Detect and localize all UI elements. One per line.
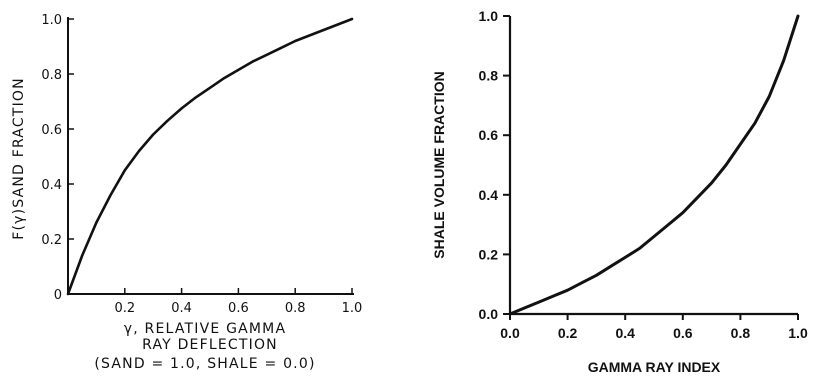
y-tick-label: 0.6: [41, 123, 62, 138]
x-tick-label: 0.6: [228, 301, 249, 316]
y-tick-label: 1.0: [41, 13, 62, 28]
x-tick-label: 0.0: [500, 325, 520, 341]
x-tick-label: 0.6: [673, 325, 693, 341]
y-tick-label: 0.2: [479, 246, 499, 262]
y-tick-label: 0: [54, 288, 62, 303]
y-tick-label: 0.2: [41, 233, 62, 248]
y-axis-label: F(γ)SAND FRACTION: [11, 77, 27, 240]
y-tick-label: 0.4: [41, 178, 62, 193]
x-tick-label: 1.0: [788, 325, 808, 341]
y-tick-label: 0.6: [479, 127, 499, 143]
x-axis-label: GAMMA RAY INDEX: [588, 359, 721, 375]
y-tick-label: 0.8: [41, 68, 62, 83]
y-tick-label: 0.4: [479, 187, 499, 203]
y-tick-label: 0.0: [479, 306, 499, 322]
y-tick-label: 0.8: [479, 68, 499, 84]
chart-sand-fraction: 0 0.2 0.4 0.6 0.8 1.0 0.2 0.4 0.6 0.8 1.0 F(γ)SAND …: [11, 13, 362, 372]
shale-volume-curve: [508, 14, 800, 316]
y-axis-label: SHALE VOLUME FRACTION: [431, 71, 447, 258]
x-tick-label: 1.0: [342, 301, 363, 316]
x-tick-label: 0.8: [285, 301, 306, 316]
chart-shale-volume: 0.00.0 0.2 0.2 0.4 0.4 0.6 0.6 0.8 0.8 1.0 1.0 SHAL…: [431, 8, 808, 375]
y-tick-label: 1.0: [479, 8, 499, 24]
x-axis-label-line: RAY DEFLECTION: [142, 337, 278, 353]
x-axis-label-line: γ, RELATIVE GAMMA: [124, 321, 287, 337]
x-tick-label: 0.4: [171, 301, 192, 316]
x-axis-label-line: (SAND = 1.0, SHALE = 0.0): [94, 356, 315, 372]
x-tick-label: 0.8: [731, 325, 751, 341]
sand-fraction-curve: [66, 17, 354, 296]
x-tick-label: 0.2: [114, 301, 135, 316]
x-tick-label: 0.2: [558, 325, 578, 341]
x-tick-label: 0.4: [615, 325, 635, 341]
